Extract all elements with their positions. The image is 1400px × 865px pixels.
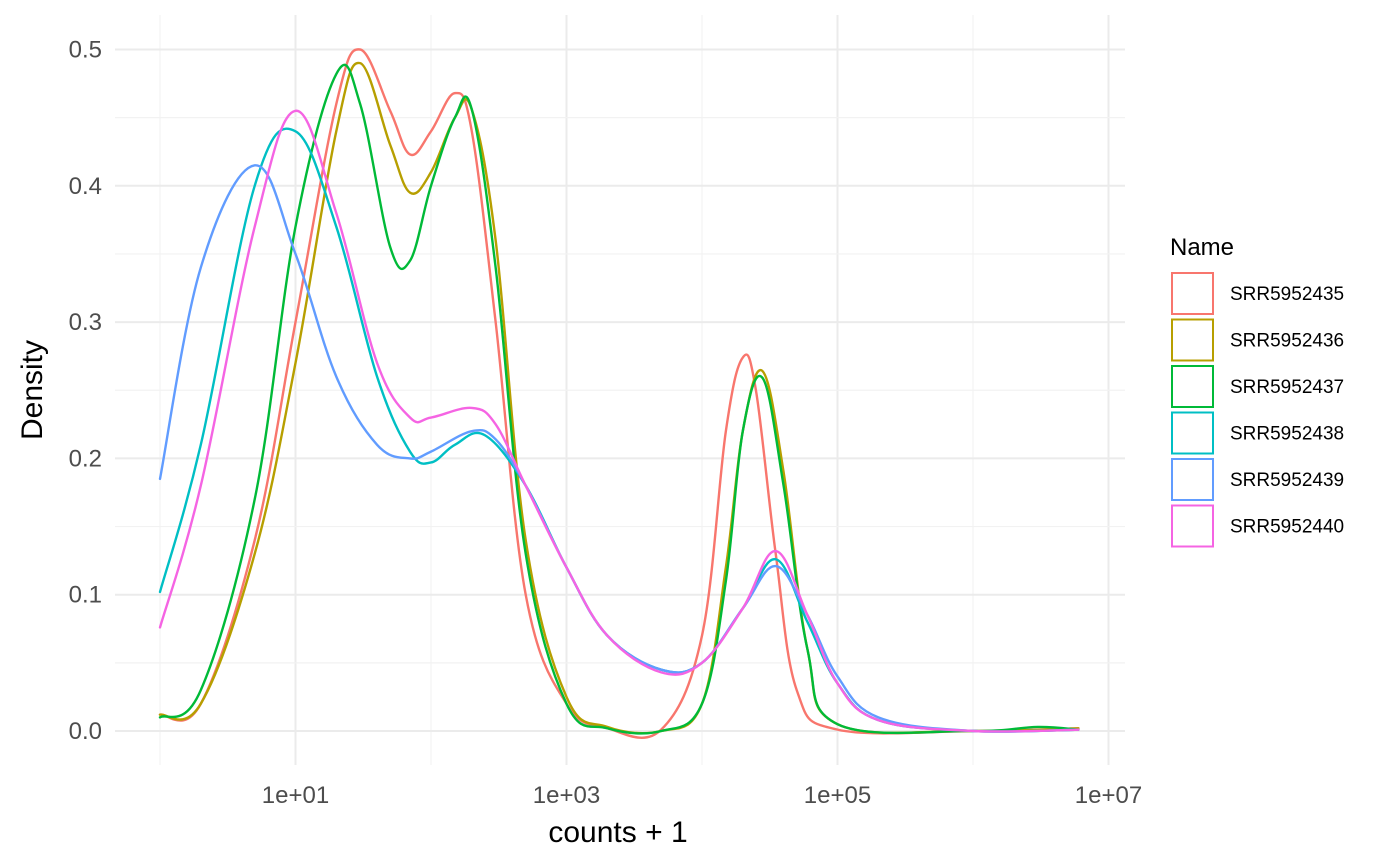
legend-key-srr5952439: [1171, 458, 1214, 501]
legend-key-srr5952437: [1171, 365, 1214, 408]
series-line-srr5952436: [158, 61, 1080, 735]
series-lines: [158, 48, 1080, 739]
legend-title: Name: [1170, 234, 1234, 261]
legend-label: SRR5952439: [1230, 470, 1344, 491]
y-tick-label: 0.0: [69, 718, 102, 745]
x-tick-label: 1e+07: [1075, 782, 1142, 809]
legend-label: SRR5952440: [1230, 517, 1344, 538]
y-axis-title: Density: [16, 340, 49, 440]
x-tick-label: 1e+03: [533, 782, 600, 809]
legend-label: SRR5952436: [1230, 331, 1344, 352]
x-axis-title: counts + 1: [548, 816, 687, 849]
series-line-srr5952440: [158, 109, 1080, 733]
y-tick-label: 0.5: [69, 37, 102, 64]
legend-key-srr5952440: [1171, 504, 1214, 548]
legend-label: SRR5952435: [1230, 284, 1344, 305]
legend-label: SRR5952437: [1230, 377, 1344, 398]
y-tick-label: 0.3: [69, 309, 102, 336]
x-tick-label: 1e+01: [262, 782, 329, 809]
y-axis-ticks: 0.0 0.1 0.2 0.3 0.4 0.5: [69, 37, 102, 746]
legend-key-srr5952438: [1171, 411, 1214, 455]
legend-label: SRR5952438: [1230, 424, 1344, 445]
y-tick-label: 0.4: [69, 173, 102, 200]
legend-key-srr5952435: [1171, 272, 1214, 315]
legend-key-srr5952436: [1171, 318, 1214, 362]
legend: Name SRR5952435 SRR5952436 SRR5952437 SRR59…: [1170, 234, 1344, 548]
y-tick-label: 0.1: [69, 582, 102, 609]
grid: [115, 15, 1125, 765]
y-tick-label: 0.2: [69, 445, 102, 472]
x-tick-label: 1e+05: [804, 782, 871, 809]
series-line-srr5952437: [158, 63, 1080, 735]
series-line-srr5952435: [158, 48, 1080, 739]
x-axis-ticks: 1e+01 1e+03 1e+05 1e+07: [262, 782, 1142, 809]
